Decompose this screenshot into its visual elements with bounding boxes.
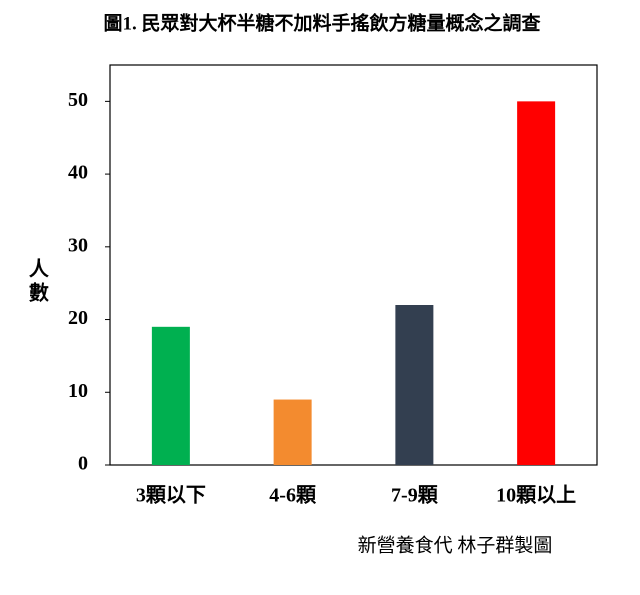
y-tick-label: 50 — [68, 89, 88, 111]
x-tick-label: 4-6顆 — [269, 485, 317, 507]
plot-frame — [109, 64, 598, 466]
bar — [517, 101, 556, 465]
bar — [395, 305, 434, 465]
bar — [151, 326, 190, 465]
x-tick-label: 3顆以下 — [136, 484, 206, 507]
y-tick-label: 40 — [68, 162, 88, 184]
source-note: 新營養食代 林子群製圖 — [358, 534, 553, 556]
y-tick-label: 10 — [68, 380, 88, 402]
y-tick-label: 0 — [78, 453, 88, 475]
y-tick-label: 30 — [68, 234, 88, 256]
chart-title: 圖1. 民眾對大杯半糖不加料手搖飲方糖量概念之調查 — [103, 11, 541, 34]
y-axis-label: 人數 — [25, 258, 48, 306]
y-tick-label: 20 — [68, 307, 88, 329]
x-tick-label: 7-9顆 — [391, 485, 439, 507]
x-tick-label: 10顆以上 — [496, 484, 576, 507]
bar — [273, 399, 312, 465]
